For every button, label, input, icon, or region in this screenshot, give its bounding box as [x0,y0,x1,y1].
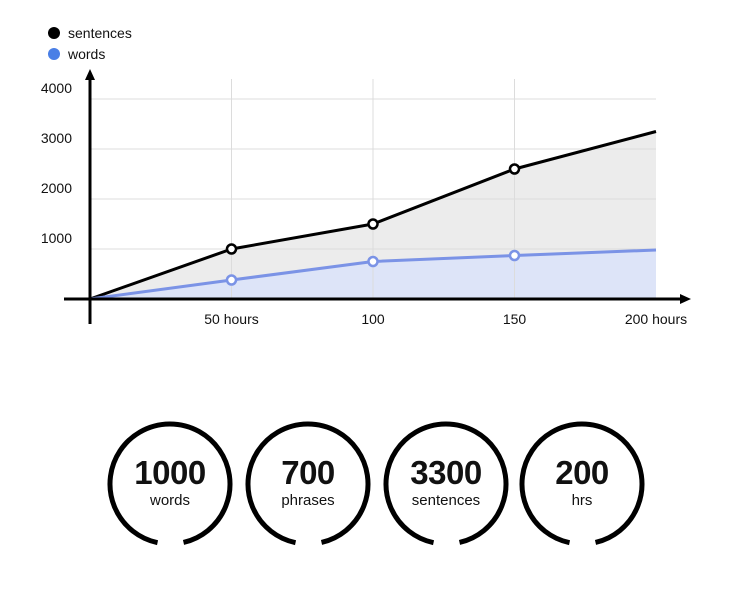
x-tick-label: 100 [361,311,385,327]
y-tick-label: 1000 [41,230,72,246]
x-tick-label: 50 hours [204,311,258,327]
x-tick-label: 200 hours [625,311,687,327]
stat-label: phrases [281,492,335,509]
stat-value: 700 [281,454,335,491]
ring-arc [245,421,371,546]
stat-hours: 200 hrs [516,418,648,552]
legend-label: words [68,45,106,62]
ring-icon [245,421,371,546]
ring-arc [519,421,645,546]
x-tick-label: 150 [503,311,527,327]
stat-phrases: 700 phrases [242,418,374,552]
y-tick-label: 3000 [41,130,72,146]
line-area-chart: 1000 2000 3000 4000 50 hours 100 150 200 hours [41,69,691,327]
data-point-sentences [225,243,238,255]
data-point-words [225,274,238,286]
data-point-sentences [508,163,521,175]
legend-dot-icon [48,47,60,60]
stat-label: hrs [571,492,593,509]
y-tick-label: 4000 [41,80,72,96]
ring-arc [107,421,233,546]
data-point-words [367,255,379,268]
stat-label: sentences [411,492,481,509]
ring-arc [383,421,509,546]
chart-legend: sentences words [48,22,132,64]
stat-words: 1000 words [104,418,236,552]
legend-item-sentences: sentences [48,22,132,43]
legend-dot-icon [48,26,60,39]
stat-sentences: 3300 sentences [380,418,512,552]
y-axis-arrow-icon [85,69,95,80]
stat-value: 1000 [134,454,206,491]
stat-value: 200 [555,454,609,491]
legend-item-words: words [48,43,132,64]
data-point-words [508,249,521,262]
y-tick-label: 2000 [41,180,72,196]
legend-label: sentences [68,24,132,41]
stat-label: words [149,492,190,509]
x-axis-arrow-icon [680,294,691,304]
ring-icon [383,421,509,546]
data-point-sentences [367,218,379,230]
ring-icon [107,421,233,546]
ring-icon [519,421,645,546]
stat-value: 3300 [410,454,482,491]
stats-row: 1000 words 700 phrases 3300 sentences 20… [0,418,733,558]
